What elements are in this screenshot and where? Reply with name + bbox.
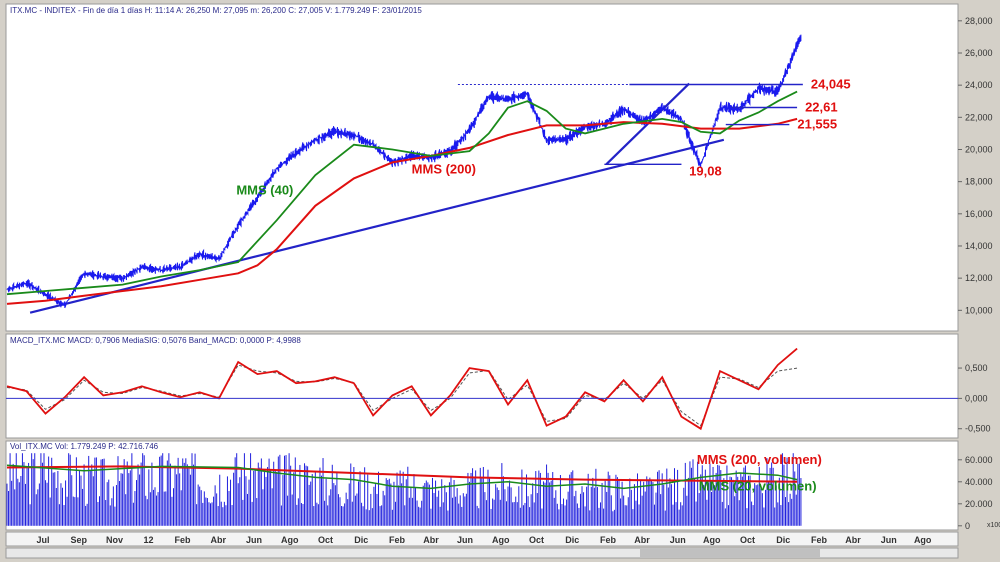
volume-axis-tick-label: 40.000 xyxy=(965,477,993,487)
mms-200-line xyxy=(6,117,798,305)
annotation-mms-200: MMS (200) xyxy=(412,162,476,177)
date-axis-label: Jun xyxy=(457,535,473,545)
date-axis-label: Sep xyxy=(71,535,88,545)
date-axis-label: Nov xyxy=(106,535,123,545)
annotation-22-61: 22,61 xyxy=(805,100,838,115)
date-axis-label: Ago xyxy=(914,535,932,545)
date-axis-strip xyxy=(5,531,959,547)
date-axis-label: Oct xyxy=(529,535,544,545)
price-axis-tick-label: 22,000 xyxy=(965,112,993,122)
date-axis-label: Dic xyxy=(354,535,368,545)
volume-label-mms-20-volumen: MMS (20, volumen) xyxy=(699,479,817,494)
macd-line xyxy=(6,347,798,431)
date-axis-label: Ago xyxy=(492,535,510,545)
macd-header: MACD_ITX.MC MACD: 0,7906 MediaSIG: 0,507… xyxy=(10,336,301,345)
date-axis-label: Ago xyxy=(703,535,721,545)
price-axis-tick-label: 14,000 xyxy=(965,241,993,251)
volume-axis-tick-label: 60.000 xyxy=(965,455,993,465)
date-axis-label: Abr xyxy=(423,535,439,545)
volume-header: Vol_ITX.MC Vol: 1.779.249 P: 42.716.746 xyxy=(10,442,159,451)
mms-40-line xyxy=(6,90,798,296)
date-axis-label: Oct xyxy=(740,535,755,545)
date-axis-label: Ago xyxy=(281,535,299,545)
price-axis-tick-label: 16,000 xyxy=(965,209,993,219)
price-panel-background xyxy=(5,3,959,332)
macd-panel-background xyxy=(5,333,959,439)
date-axis-label: Jun xyxy=(246,535,262,545)
date-axis-label: Feb xyxy=(174,535,191,545)
price-series-line xyxy=(6,34,802,309)
price-header: ITX.MC - INDITEX - Fin de día 1 días H: … xyxy=(10,6,422,15)
date-axis-label: Jul xyxy=(36,535,49,545)
date-axis-label: Oct xyxy=(318,535,333,545)
date-axis-label: Feb xyxy=(389,535,406,545)
scale-note: x100 xyxy=(987,522,1000,529)
volume-axis-tick-label: 0 xyxy=(965,521,970,531)
date-axis-label: Jun xyxy=(881,535,897,545)
date-axis-label: Abr xyxy=(634,535,650,545)
scrollbar-thumb[interactable] xyxy=(640,549,820,557)
price-axis-tick-label: 26,000 xyxy=(965,48,993,58)
annotation-mms-40: MMS (40) xyxy=(236,183,293,198)
date-axis-label: Jun xyxy=(670,535,686,545)
date-axis-label: Abr xyxy=(845,535,861,545)
date-axis-label: Feb xyxy=(600,535,617,545)
macd-axis-tick-label: -0,500 xyxy=(965,424,991,434)
volume-axis-tick-label: 20.000 xyxy=(965,499,993,509)
date-axis-label: Abr xyxy=(210,535,226,545)
macd-axis-tick-label: 0,000 xyxy=(965,393,988,403)
annotation-24-045: 24,045 xyxy=(811,77,851,92)
macd-axis-tick-label: 0,500 xyxy=(965,363,988,373)
annotation-19-08: 19,08 xyxy=(689,163,722,178)
volume-mms-20-line xyxy=(6,464,798,490)
date-axis-label: Dic xyxy=(565,535,579,545)
price-axis-tick-label: 28,000 xyxy=(965,16,993,26)
price-axis-tick-label: 10,000 xyxy=(965,305,993,315)
date-axis-label: Dic xyxy=(776,535,790,545)
horizontal-scrollbar[interactable] xyxy=(5,547,959,559)
date-axis-label: Feb xyxy=(811,535,828,545)
trendline-1 xyxy=(29,138,725,314)
price-axis-tick-label: 12,000 xyxy=(965,273,993,283)
price-axis-tick-label: 20,000 xyxy=(965,144,993,154)
annotation-21-555: 21,555 xyxy=(797,117,837,132)
price-axis-tick-label: 18,000 xyxy=(965,177,993,187)
volume-label-mms-200-volumen: MMS (200, volumen) xyxy=(697,452,822,467)
date-axis-label: 12 xyxy=(143,535,153,545)
price-axis-tick-label: 24,000 xyxy=(965,80,993,90)
